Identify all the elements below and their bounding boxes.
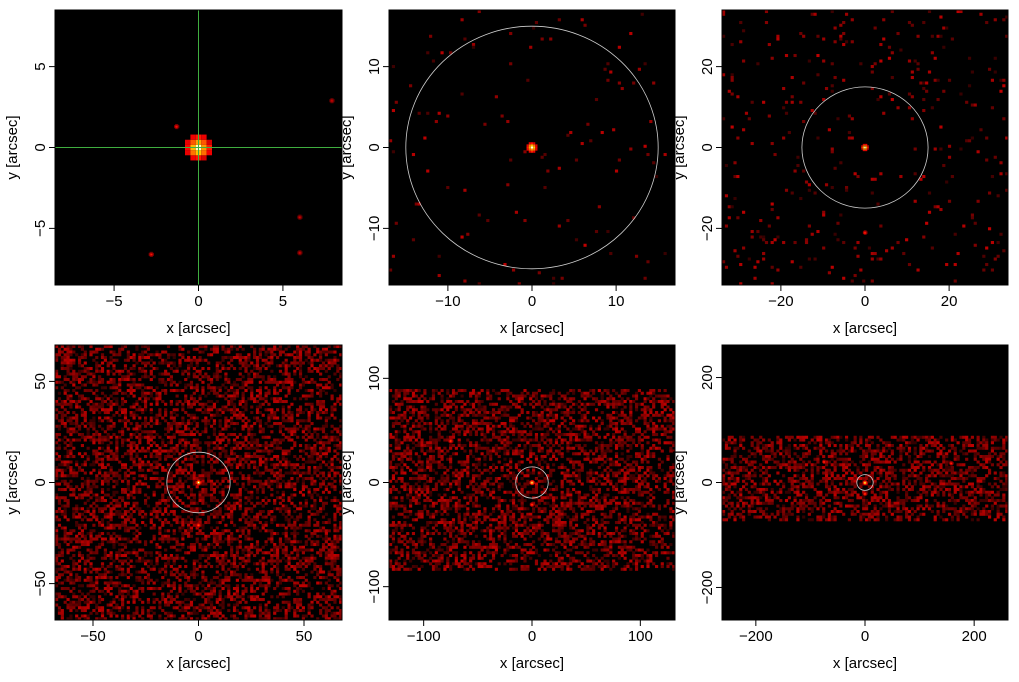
x-axis-label: x [arcsec] <box>166 320 230 337</box>
x-axis-label: x [arcsec] <box>833 655 897 672</box>
x-tick-label: 5 <box>279 293 287 310</box>
y-tick-label: −5 <box>32 220 49 237</box>
source-1 <box>526 142 538 153</box>
noise-pixels <box>389 10 667 285</box>
source-3 <box>822 459 827 464</box>
source-3 <box>448 438 454 444</box>
y-tick-label: 0 <box>366 143 383 151</box>
x-tick-label: −200 <box>739 628 773 645</box>
source-1 <box>195 479 202 486</box>
image-pixels <box>55 345 342 620</box>
y-tick-label: 0 <box>32 143 49 151</box>
y-tick-label: 0 <box>32 478 49 486</box>
x-axis-label: x [arcsec] <box>500 655 564 672</box>
panel-5: −100 0 100 −100 0 100 x [arcsec] y [arcsec] <box>338 344 676 672</box>
x-axis-label: x [arcsec] <box>833 320 897 337</box>
y-tick-label: 5 <box>32 62 49 70</box>
panel-4: −50 0 50 −50 0 50 x [arcsec] y [arcsec] <box>4 344 343 672</box>
source-2 <box>863 491 868 496</box>
y-tick-label: −50 <box>32 571 49 596</box>
x-tick-label: −50 <box>80 628 105 645</box>
x-tick-label: 0 <box>528 628 536 645</box>
y-tick-label: 100 <box>366 366 383 391</box>
image-pixels <box>389 389 675 571</box>
source-1 <box>861 143 869 152</box>
x-tick-label: −5 <box>106 293 123 310</box>
y-axis-label: y [arcsec] <box>338 450 355 514</box>
source-2 <box>174 124 180 130</box>
y-tick-label: 50 <box>32 373 49 390</box>
source-2 <box>195 522 202 528</box>
x-axis-label: x [arcsec] <box>500 320 564 337</box>
x-tick-label: 0 <box>194 628 202 645</box>
y-tick-label: 20 <box>699 58 716 75</box>
y-tick-label: 0 <box>699 478 716 486</box>
extraction-circle <box>515 466 549 499</box>
x-tick-label: 10 <box>608 293 625 310</box>
y-tick-label: −200 <box>699 571 716 605</box>
y-axis-label: y [arcsec] <box>671 115 688 179</box>
y-tick-label: −20 <box>699 216 716 241</box>
x-tick-label: 20 <box>941 293 958 310</box>
x-tick-label: 200 <box>962 628 987 645</box>
noise-pixels <box>722 435 1008 522</box>
extraction-circle <box>166 451 231 514</box>
x-tick-label: 50 <box>296 628 313 645</box>
y-tick-label: −10 <box>366 216 383 241</box>
x-tick-label: −100 <box>407 628 441 645</box>
image-pixels <box>722 435 1008 522</box>
noise-pixels <box>55 345 342 620</box>
noise-pixels <box>722 10 1008 285</box>
y-axis-label: y [arcsec] <box>338 115 355 179</box>
panel-2: −10 0 10 −10 0 10 x [arcsec] y [arcsec] <box>338 9 676 337</box>
y-axis-label: y [arcsec] <box>671 450 688 514</box>
source-4 <box>297 214 303 220</box>
extraction-circle <box>405 25 659 270</box>
y-tick-label: 200 <box>699 365 716 390</box>
x-tick-label: 0 <box>528 293 536 310</box>
panel-1: −5 0 5 −5 0 5 x [arcsec] y [arcsec] <box>4 9 343 337</box>
x-tick-label: −10 <box>435 293 460 310</box>
noise-pixels <box>389 389 675 571</box>
image-pixels <box>389 10 667 285</box>
panel-6: −200 0 200 −200 0 200 x [arcsec] y [arcsec] <box>671 344 1009 672</box>
source-1 <box>862 480 868 485</box>
x-tick-label: 0 <box>194 293 202 310</box>
x-tick-label: 100 <box>628 628 653 645</box>
y-tick-label: 10 <box>366 58 383 75</box>
y-tick-label: 0 <box>366 478 383 486</box>
source-2 <box>529 502 535 507</box>
image-pixels <box>55 10 342 285</box>
y-tick-label: −100 <box>366 570 383 604</box>
x-tick-label: 0 <box>861 293 869 310</box>
source-2 <box>862 230 868 235</box>
y-axis-label: y [arcsec] <box>4 115 21 179</box>
source-5 <box>297 250 303 256</box>
image-pixels <box>722 10 1008 285</box>
x-axis-label: x [arcsec] <box>166 655 230 672</box>
source-1 <box>529 480 535 486</box>
y-axis-label: y [arcsec] <box>4 450 21 514</box>
y-tick-label: 0 <box>699 143 716 151</box>
source-3 <box>148 251 154 257</box>
x-tick-label: 0 <box>861 628 869 645</box>
extraction-circle <box>801 86 929 209</box>
x-tick-label: −20 <box>768 293 793 310</box>
source-4 <box>949 461 954 466</box>
extraction-circle <box>856 474 874 491</box>
panel-3: −20 0 20 −20 0 20 x [arcsec] y [arcsec] <box>671 9 1009 337</box>
source-6 <box>329 98 335 104</box>
